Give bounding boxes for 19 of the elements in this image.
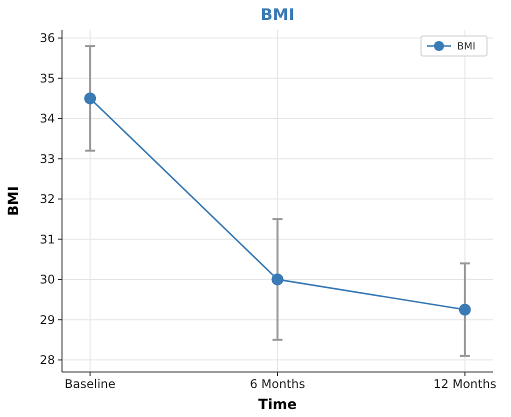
y-tick-label: 33	[40, 152, 55, 166]
legend-label: BMI	[457, 42, 476, 52]
x-tick-label: Baseline	[64, 377, 116, 391]
x-tick-label: 6 Months	[250, 377, 306, 391]
chart-title: BMI	[260, 5, 295, 24]
y-tick-label: 34	[40, 112, 55, 126]
y-tick-label: 35	[40, 71, 55, 86]
x-tick-label: 12 Months	[433, 377, 496, 391]
y-tick-label: 30	[40, 272, 55, 287]
point	[84, 92, 96, 104]
y-tick-label: 32	[40, 192, 55, 206]
y-tick-label: 29	[40, 312, 55, 327]
point	[458, 304, 471, 316]
y-tick-label: 36	[40, 31, 55, 46]
y-tick-label: 28	[40, 353, 55, 368]
point	[272, 274, 284, 286]
y-axis-title: BMI	[6, 186, 22, 216]
y-tick-label: 31	[40, 232, 55, 246]
x-axis-title: Time	[258, 397, 297, 413]
